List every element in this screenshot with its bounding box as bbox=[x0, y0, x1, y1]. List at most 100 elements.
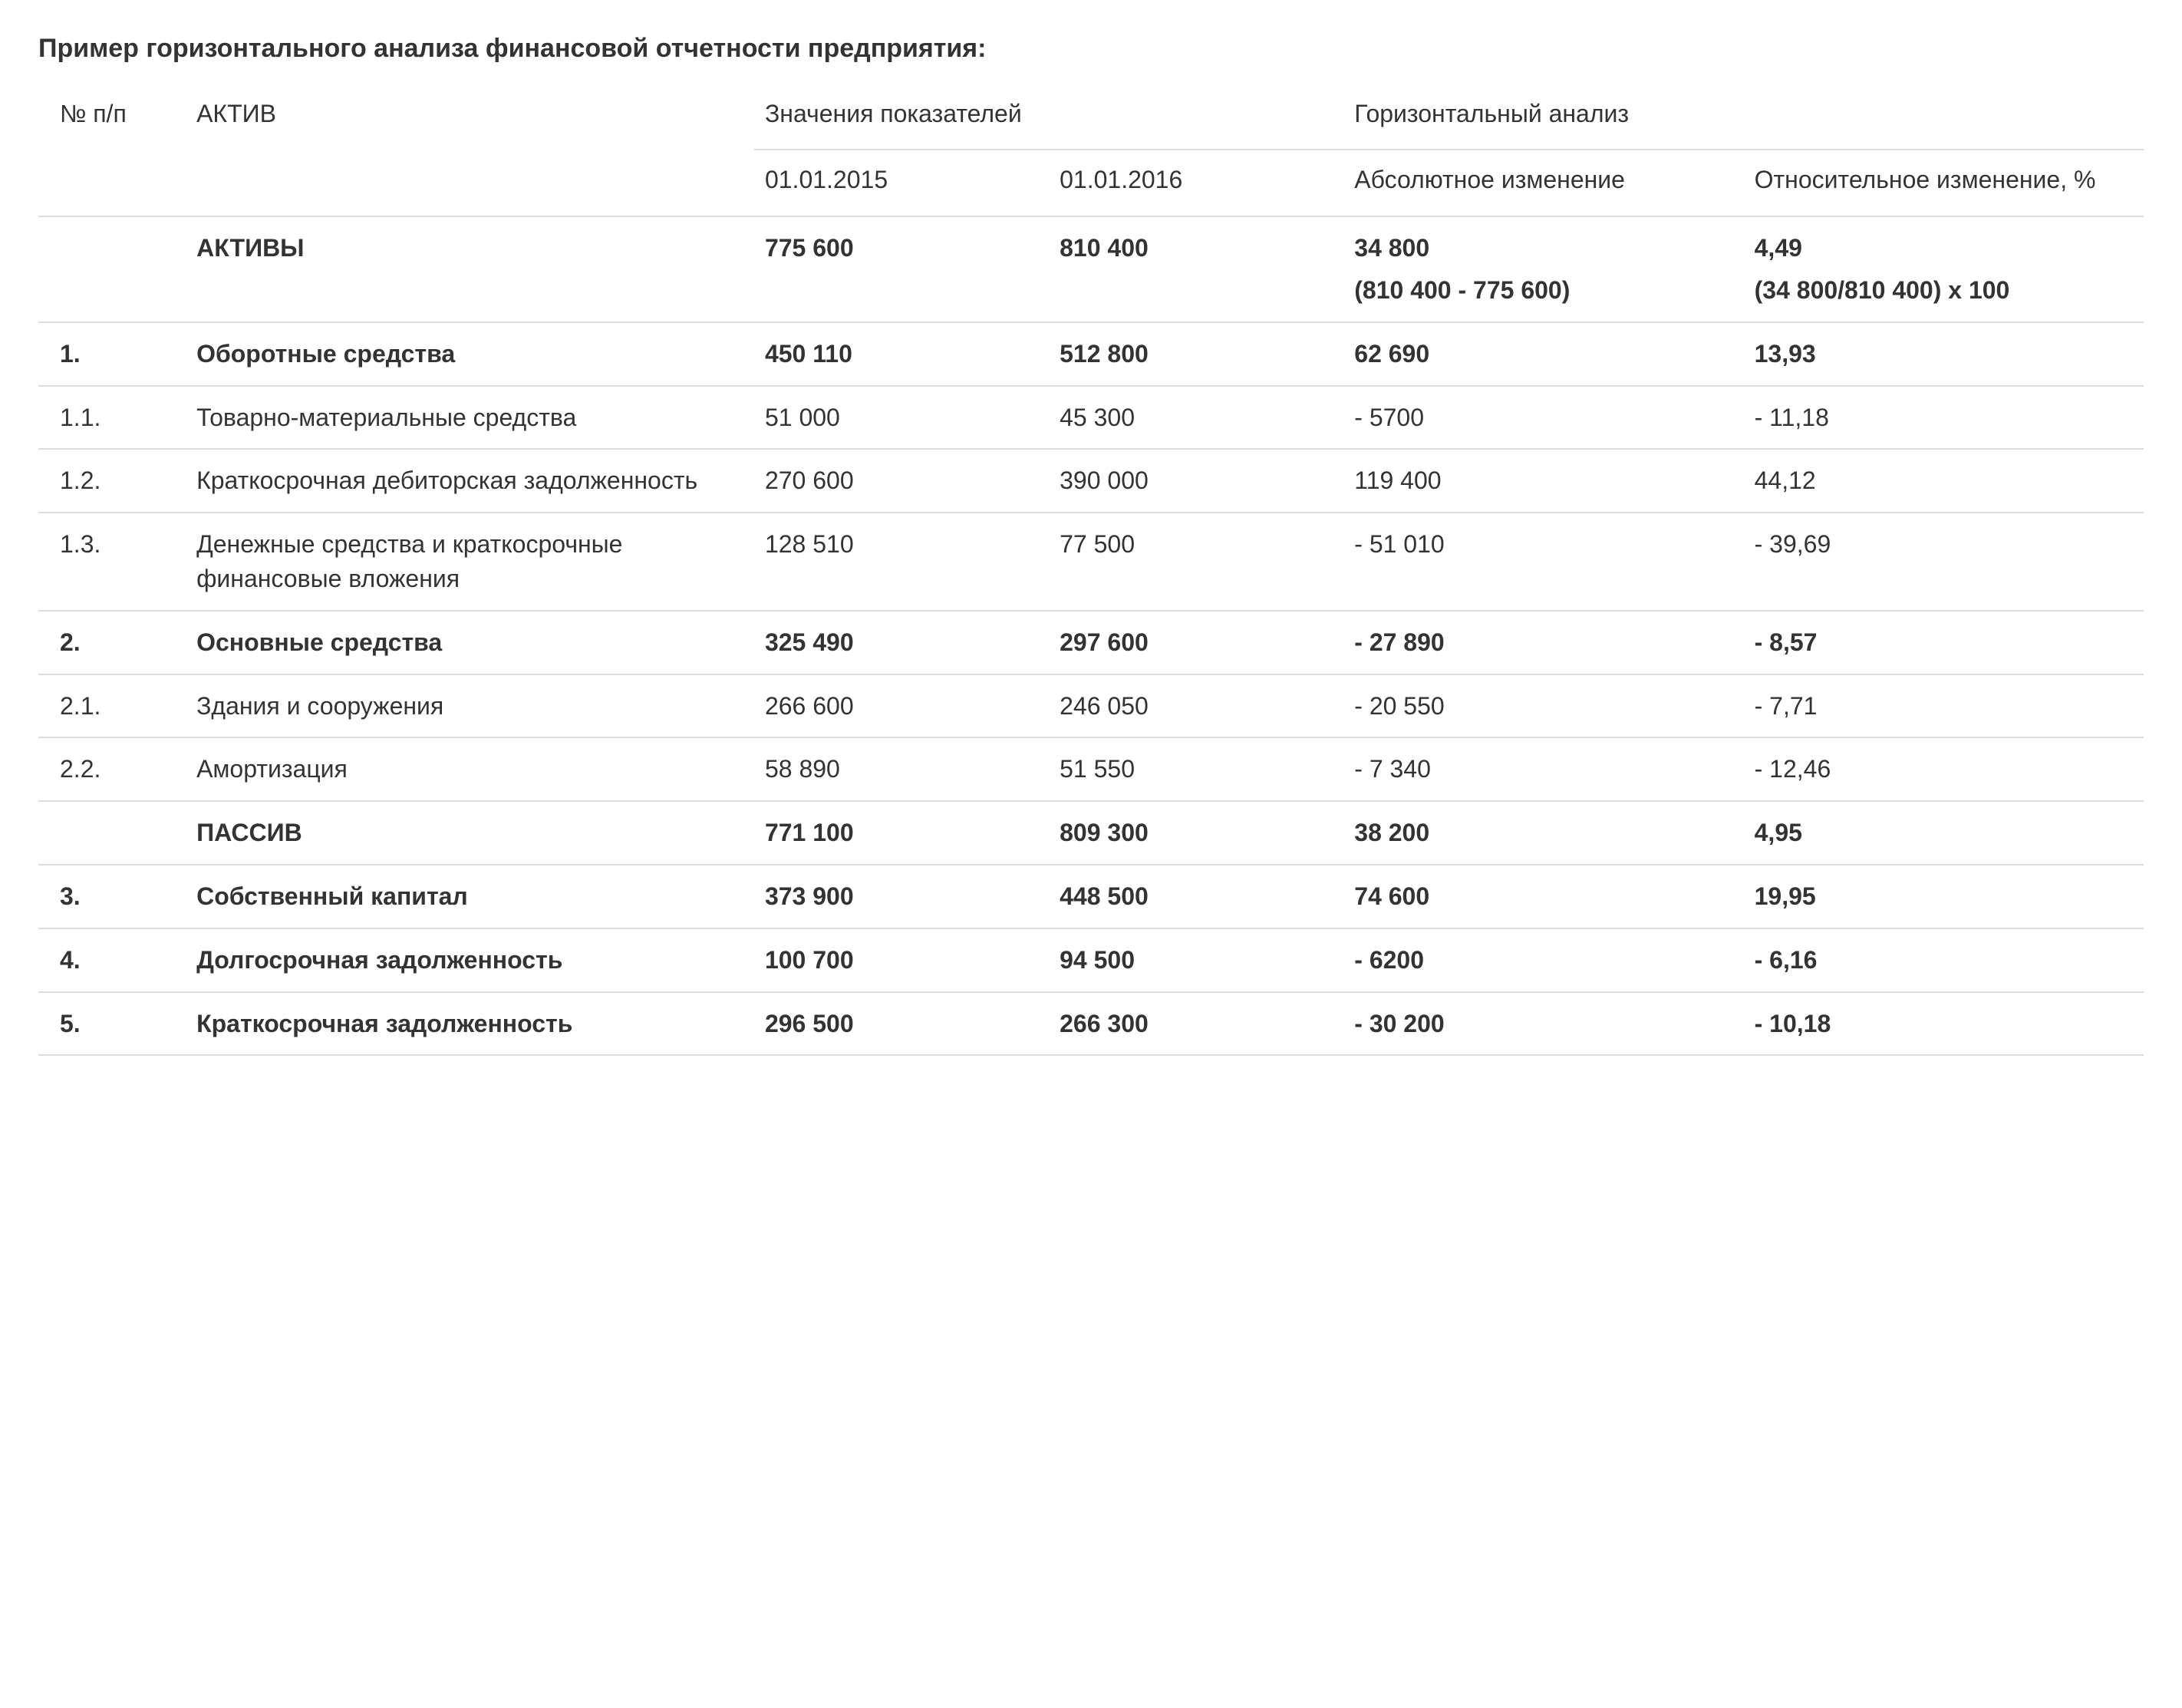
cell-value: 2.1. bbox=[60, 692, 101, 720]
cell-name: ПАССИВ bbox=[186, 801, 754, 865]
table-row: 3.Собственный капитал373 900448 50074 60… bbox=[38, 865, 2144, 928]
cell-v2: 390 000 bbox=[1049, 449, 1343, 513]
cell-value: - 51 010 bbox=[1354, 530, 1444, 558]
cell-value: 128 510 bbox=[765, 530, 854, 558]
table-body: АКТИВЫ775 600810 40034 800(810 400 - 775… bbox=[38, 216, 2144, 1055]
cell-value: Оборотные средства bbox=[196, 340, 455, 368]
cell-value: 4,49 bbox=[1755, 234, 1802, 262]
cell-rel: 19,95 bbox=[1744, 865, 2144, 928]
cell-num: 1.2. bbox=[38, 449, 186, 513]
table-row: 1.1.Товарно-материальные средства51 0004… bbox=[38, 386, 2144, 450]
cell-name: Собственный капитал bbox=[186, 865, 754, 928]
cell-value: 266 300 bbox=[1060, 1010, 1149, 1037]
cell-value: 5. bbox=[60, 1010, 81, 1037]
header-values-group: Значения показателей bbox=[754, 89, 1343, 150]
cell-v2: 77 500 bbox=[1049, 513, 1343, 611]
cell-abs: - 51 010 bbox=[1343, 513, 1743, 611]
cell-v2: 809 300 bbox=[1049, 801, 1343, 865]
cell-value: 77 500 bbox=[1060, 530, 1135, 558]
cell-rel: - 8,57 bbox=[1744, 611, 2144, 674]
cell-value: - 27 890 bbox=[1354, 628, 1444, 656]
cell-value: 62 690 bbox=[1354, 340, 1429, 368]
cell-abs: - 30 200 bbox=[1343, 992, 1743, 1056]
cell-abs: 34 800 (810 400 - 775 600) bbox=[1343, 216, 1743, 322]
cell-num bbox=[38, 801, 186, 865]
cell-abs: 74 600 bbox=[1343, 865, 1743, 928]
cell-value: - 7,71 bbox=[1755, 692, 1818, 720]
cell-value: 1.1. bbox=[60, 404, 101, 431]
cell-value: - 7 340 bbox=[1354, 755, 1431, 783]
cell-num: 5. bbox=[38, 992, 186, 1056]
cell-v2: 448 500 bbox=[1049, 865, 1343, 928]
table-row: 2.2.Амортизация58 89051 550- 7 340- 12,4… bbox=[38, 737, 2144, 801]
cell-value: 4,95 bbox=[1755, 819, 1802, 846]
cell-value: - 20 550 bbox=[1354, 692, 1444, 720]
cell-value: 19,95 bbox=[1755, 882, 1816, 910]
cell-rel: - 11,18 bbox=[1744, 386, 2144, 450]
cell-value: 296 500 bbox=[765, 1010, 854, 1037]
table-row: 5. Краткосрочная задолженность 296 500 266 … bbox=[38, 992, 2144, 1056]
cell-value: 13,93 bbox=[1755, 340, 1816, 368]
cell-value: Денежные средства и краткосрочные финанс… bbox=[196, 530, 622, 592]
cell-value: 38 200 bbox=[1354, 819, 1429, 846]
cell-value: 45 300 bbox=[1060, 404, 1135, 431]
header-date1: 01.01.2015 bbox=[754, 150, 1049, 216]
cell-value: 450 110 bbox=[765, 340, 852, 368]
cell-value: 58 890 bbox=[765, 755, 840, 783]
cell-name: Амортизация bbox=[186, 737, 754, 801]
cell-subvalue: (34 800/810 400) х 100 bbox=[1755, 273, 2133, 308]
cell-value: Краткосрочная задолженность bbox=[196, 1010, 572, 1037]
cell-v1: 270 600 bbox=[754, 449, 1049, 513]
cell-name: Товарно-материальные средства bbox=[186, 386, 754, 450]
table-row: 1.Оборотные средства450 110512 80062 690… bbox=[38, 322, 2144, 386]
cell-value: 266 600 bbox=[765, 692, 854, 720]
cell-subvalue: (810 400 - 775 600) bbox=[1354, 273, 1732, 308]
cell-rel: - 7,71 bbox=[1744, 674, 2144, 738]
cell-v1: 58 890 bbox=[754, 737, 1049, 801]
table-row: АКТИВЫ775 600810 40034 800(810 400 - 775… bbox=[38, 216, 2144, 322]
cell-v1: 775 600 bbox=[754, 216, 1049, 322]
cell-value: 51 550 bbox=[1060, 755, 1135, 783]
cell-value: 3. bbox=[60, 882, 81, 910]
cell-abs: 62 690 bbox=[1343, 322, 1743, 386]
cell-num: 2. bbox=[38, 611, 186, 674]
cell-value: - 10,18 bbox=[1755, 1010, 1831, 1037]
cell-name: Основные средства bbox=[186, 611, 754, 674]
cell-value: - 5700 bbox=[1354, 404, 1424, 431]
cell-value: 1.2. bbox=[60, 467, 101, 494]
cell-v1: 296 500 bbox=[754, 992, 1049, 1056]
cell-num: 2.1. bbox=[38, 674, 186, 738]
cell-num: 1.1. bbox=[38, 386, 186, 450]
cell-num: 3. bbox=[38, 865, 186, 928]
cell-num: 1.3. bbox=[38, 513, 186, 611]
cell-name: Долгосрочная задолженность bbox=[186, 928, 754, 992]
cell-v2: 810 400 bbox=[1049, 216, 1343, 322]
cell-value: 771 100 bbox=[765, 819, 854, 846]
cell-value: - 30 200 bbox=[1354, 1010, 1444, 1037]
cell-abs: 38 200 bbox=[1343, 801, 1743, 865]
cell-value: ПАССИВ bbox=[196, 819, 302, 846]
cell-value: 448 500 bbox=[1060, 882, 1149, 910]
cell-v2: 246 050 bbox=[1049, 674, 1343, 738]
cell-rel: - 6,16 bbox=[1744, 928, 2144, 992]
cell-value: 809 300 bbox=[1060, 819, 1149, 846]
table-row: ПАССИВ 771 100 809 300 38 200 4,95 bbox=[38, 801, 2144, 865]
cell-v2: 94 500 bbox=[1049, 928, 1343, 992]
cell-rel: 4,49 (34 800/810 400) х 100 bbox=[1744, 216, 2144, 322]
cell-value: 100 700 bbox=[765, 946, 854, 974]
cell-value: Краткосрочная дебиторская задолженность bbox=[196, 467, 697, 494]
cell-value: 297 600 bbox=[1060, 628, 1149, 656]
header-name: АКТИВ bbox=[186, 89, 754, 217]
cell-value: Основные средства bbox=[196, 628, 442, 656]
cell-v1: 325 490 bbox=[754, 611, 1049, 674]
cell-value: 34 800 bbox=[1354, 234, 1429, 262]
cell-rel: - 10,18 bbox=[1744, 992, 2144, 1056]
cell-value: 810 400 bbox=[1060, 234, 1149, 262]
cell-abs: - 5700 bbox=[1343, 386, 1743, 450]
cell-value: 390 000 bbox=[1060, 467, 1149, 494]
cell-value: 4. bbox=[60, 946, 81, 974]
cell-rel: - 12,46 bbox=[1744, 737, 2144, 801]
cell-v2: 51 550 bbox=[1049, 737, 1343, 801]
page-title: Пример горизонтального анализа финансово… bbox=[38, 31, 2144, 68]
cell-abs: - 20 550 bbox=[1343, 674, 1743, 738]
